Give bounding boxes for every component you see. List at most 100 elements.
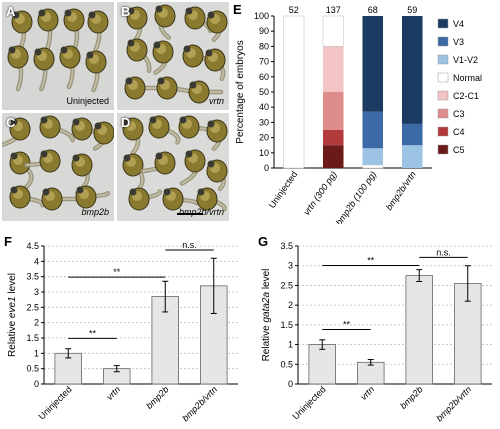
embryo-eye [10,186,18,194]
significance-label: n.s. [436,247,451,257]
panel-label-a: A [6,4,16,19]
panel-caption-a: Uninjected [66,96,109,106]
y-tick-label: 0.5 [26,364,39,374]
bar [308,344,336,385]
category-label: Uninjected [291,384,328,421]
category-label: vrtn [358,384,376,402]
embryo-eye [34,48,42,56]
category-label: vrtn (300 pg) [301,169,338,217]
scale-bar [177,213,203,215]
embryo [122,117,144,156]
embryo [9,185,46,209]
category-label: Uninjected [37,384,74,421]
embryo [37,8,59,53]
panel-caption-c: bmp2b [81,207,109,217]
panel-label-b: B [121,4,131,19]
bar-segment-v3 [362,111,384,149]
embryo-eye [179,116,187,124]
category-label: bmp2b/vrtn [180,384,219,423]
embryo-eye [155,152,163,160]
legend-label: V4 [453,19,464,29]
embryo-eye [42,188,50,196]
embryo [87,10,109,53]
y-tick-label: 1.5 [280,320,293,330]
y-tick-label: 1 [34,348,39,358]
y-tick-label: 3.5 [280,241,293,251]
embryo [140,151,176,175]
embryo [179,149,206,186]
embryo [33,47,55,92]
significance-label: ** [367,256,375,266]
y-tick-label: 90 [259,26,269,36]
legend-label: C5 [453,145,465,155]
n-count-label: 68 [368,5,378,15]
bar-segment-c3 [322,92,344,130]
photo-panel-b: B vrtn [117,2,229,110]
embryo-eye [127,7,135,15]
photo-panel-d: D bmp2b/vrtn [117,113,229,221]
y-tick-label: 4.5 [26,241,39,251]
embryo-eye [163,188,171,196]
category-label: vrtn [104,384,122,402]
bar-segment-c2-c1 [322,46,344,92]
significance-label: ** [343,319,351,329]
n-count-label: 52 [289,5,299,15]
y-tick-label: 0 [34,379,39,389]
embryo [156,76,195,100]
embryo [124,76,162,100]
y-tick-label: 40 [259,102,269,112]
significance-label: ** [113,267,121,277]
category-label: bmp2b/vrtn [434,384,473,423]
significance-label: n.s. [182,240,197,250]
y-tick-label: 70 [259,57,269,67]
embryo-eye [207,160,215,168]
embryo-eye [155,5,163,13]
embryo-photo-a [7,8,109,93]
n-count-label: 59 [407,5,417,15]
embryo-eye [125,77,133,85]
y-axis-label: Relative eve1 level [7,273,18,357]
embryo-eye [157,77,165,85]
legend-label: C4 [453,127,465,137]
significance-label: ** [89,328,97,338]
bar-segment-normal [283,15,305,169]
y-tick-label: 2 [288,300,293,310]
legend-swatch [437,72,449,83]
embryo-eye [205,49,213,57]
embryo-eye [38,9,46,17]
embryo-eye [183,45,191,53]
legend-swatch [437,126,449,137]
embryo [188,80,224,104]
embryo [154,4,176,40]
embryo-eye [127,39,135,47]
y-tick-label: 4 [34,256,39,266]
embryo-eye [72,154,80,162]
photo-panel-a: A Uninjected [2,2,114,110]
y-tick-label: 3.5 [26,272,39,282]
chart-g-gata2a-bar: Relative gata2a level 0 0.5 1 1.5 2 2.5 3 3.5 Uni… [261,241,492,423]
embryo-eye [40,116,48,124]
embryo [122,153,145,193]
legend-swatch [437,36,449,47]
embryo-eye [123,118,131,126]
embryo [184,6,213,34]
embryo-eye [94,122,102,130]
embryo-photo-d [122,115,228,212]
category-label: bmp2b (100 pg) [334,169,379,224]
embryo [162,187,199,211]
embryo-eye [185,7,193,15]
panel-caption-d: bmp2b/vrtn [178,207,224,217]
bar-segment-c5 [322,145,344,168]
y-tick-label: 2 [34,318,39,328]
legend-swatch [437,144,449,155]
embryo [2,117,31,148]
embryo-photo-b [124,4,228,104]
category-label: bmp2b [398,384,425,411]
panel-caption-b: vrtn [208,96,224,106]
embryo-eye [40,150,48,158]
y-tick-label: 80 [259,41,269,51]
y-tick-label: 20 [259,133,269,143]
legend-label: C3 [453,109,465,119]
category-label: Uninjected [267,169,300,210]
category-label: bmp2b [144,384,171,411]
